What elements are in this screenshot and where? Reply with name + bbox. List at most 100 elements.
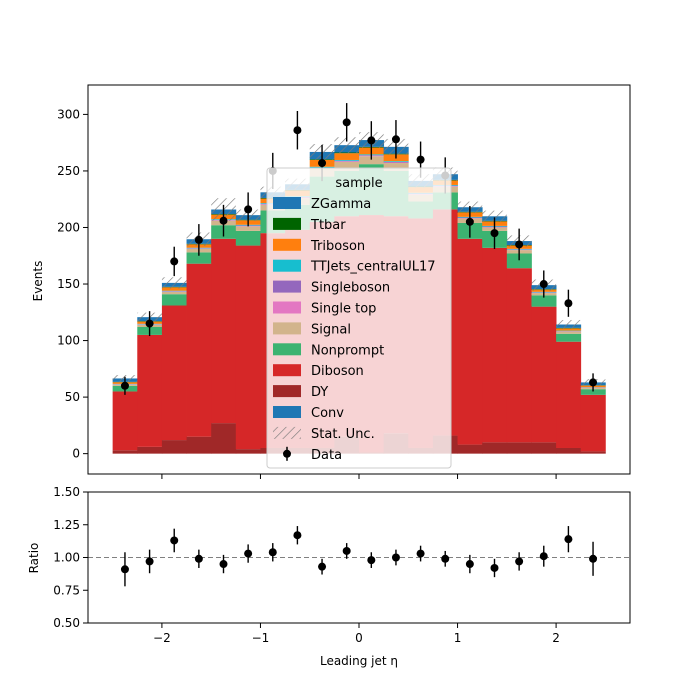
bar-triboson <box>161 287 187 291</box>
legend-swatch-diboson <box>273 364 301 377</box>
bar-dy <box>235 449 261 454</box>
legend-label-diboson: Diboson <box>311 364 364 379</box>
data-point <box>539 280 548 289</box>
legend-label-nonprompt: Nonprompt <box>311 343 384 358</box>
x-tick-label: 1 <box>454 631 462 645</box>
ratio-point <box>515 557 524 566</box>
bar-diboson <box>211 238 237 424</box>
bar-nonprompt <box>186 252 212 264</box>
ratio-point <box>367 556 376 565</box>
y-tick-label: 300 <box>57 107 80 121</box>
data-point <box>194 235 203 244</box>
data-point <box>170 257 179 266</box>
ratio-point <box>342 546 351 555</box>
bar-nonprompt <box>531 295 557 307</box>
bar-triboson <box>334 153 360 160</box>
ratio-y-tick-label: 1.25 <box>53 518 80 532</box>
legend-label-dy: DY <box>311 385 328 400</box>
x-tick-label: −2 <box>153 631 171 645</box>
legend-label-signal: Signal <box>311 322 351 337</box>
data-point <box>367 136 376 145</box>
bar-signal <box>383 163 409 171</box>
x-tick-label: 0 <box>355 631 363 645</box>
bar-nonprompt <box>580 389 606 395</box>
legend-swatch-singleboson <box>273 280 301 293</box>
ratio-point <box>465 560 474 569</box>
y-tick-label: 200 <box>57 220 80 234</box>
ratio-point <box>318 562 327 571</box>
data-point <box>318 159 327 168</box>
bar-single-top <box>334 161 360 162</box>
bar-dy <box>186 436 212 454</box>
bar-dy <box>580 451 606 454</box>
legend-label-zgamma: ZGamma <box>311 197 371 212</box>
legend-swatch-zgamma <box>273 197 301 209</box>
bar-dy <box>556 447 582 454</box>
bar-singleboson <box>383 161 409 163</box>
legend-swatch-conv <box>273 406 301 418</box>
bar-ttjets-centralul17 <box>383 161 409 162</box>
ratio-plot-panel: 0.50 0.75 1.00 1.25 1.50 −2 −1 0 1 2 Ratio Leadi… <box>27 485 631 668</box>
ratio-y-tick-label: 0.75 <box>53 583 80 597</box>
bar-triboson <box>556 328 582 331</box>
legend-swatch-ttbar <box>273 217 301 230</box>
stat-unc-box <box>556 319 581 330</box>
legend-label-stat-unc: Stat. Unc. <box>311 427 375 442</box>
ratio-point <box>170 536 179 545</box>
bar-nonprompt <box>235 230 261 246</box>
ratio-x-axis: −2 −1 0 1 2 <box>153 623 560 645</box>
bar-singleboson <box>334 160 360 162</box>
ratio-point <box>145 557 154 566</box>
ratio-point <box>219 560 228 569</box>
bar-diboson <box>137 334 163 447</box>
bar-dy <box>112 450 138 454</box>
bar-dy <box>482 442 508 454</box>
data-point <box>342 118 351 127</box>
bar-diboson <box>580 394 606 452</box>
data-point <box>391 135 400 144</box>
ratio-point <box>490 563 499 572</box>
legend-label-singleboson: Singleboson <box>311 281 390 296</box>
bar-signal <box>334 161 360 171</box>
bar-diboson <box>161 305 187 441</box>
ratio-point <box>539 552 548 561</box>
legend-box <box>266 167 452 469</box>
data-point <box>145 319 154 328</box>
x-tick-label: 2 <box>552 631 560 645</box>
bar-nonprompt <box>161 294 187 306</box>
y-axis-label: Events <box>31 261 45 302</box>
bar-nonprompt <box>506 253 532 269</box>
data-points <box>120 103 598 395</box>
x-axis-label: Leading jet η <box>320 654 398 668</box>
y-tick-label: 100 <box>57 334 80 348</box>
legend-label-data: Data <box>311 448 342 463</box>
ratio-points <box>120 526 598 587</box>
legend-label-conv: Conv <box>311 406 344 421</box>
legend-title: sample <box>335 176 382 191</box>
legend-swatch-signal <box>273 322 301 335</box>
bar-diboson <box>531 306 557 443</box>
ratio-point <box>268 548 277 557</box>
bar-dy <box>457 444 483 454</box>
legend-label-triboson: Triboson <box>310 239 365 254</box>
bar-diboson <box>482 247 508 443</box>
ratio-y-axis: 0.50 0.75 1.00 1.25 1.50 <box>53 485 88 630</box>
data-point <box>293 126 302 135</box>
bar-signal <box>556 331 582 334</box>
legend-swatch-stat-unc <box>273 426 301 439</box>
bar-diboson <box>556 341 582 448</box>
ratio-y-tick-label: 1.00 <box>53 551 80 565</box>
legend: sample ZGamma Ttbar Triboson TTJets_centralU… <box>266 167 452 469</box>
data-point <box>244 205 253 214</box>
bar-diboson <box>457 238 483 445</box>
data-point <box>589 378 598 387</box>
bar-signal <box>235 226 261 231</box>
y-tick-label: 0 <box>72 447 80 461</box>
ratio-point <box>441 554 450 563</box>
stat-unc-box <box>334 137 359 154</box>
bar-diboson <box>235 245 261 450</box>
bar-diboson <box>112 391 138 451</box>
legend-label-ttjets-centralul17: TTJets_centralUL17 <box>310 260 436 275</box>
bar-diboson <box>506 268 532 443</box>
